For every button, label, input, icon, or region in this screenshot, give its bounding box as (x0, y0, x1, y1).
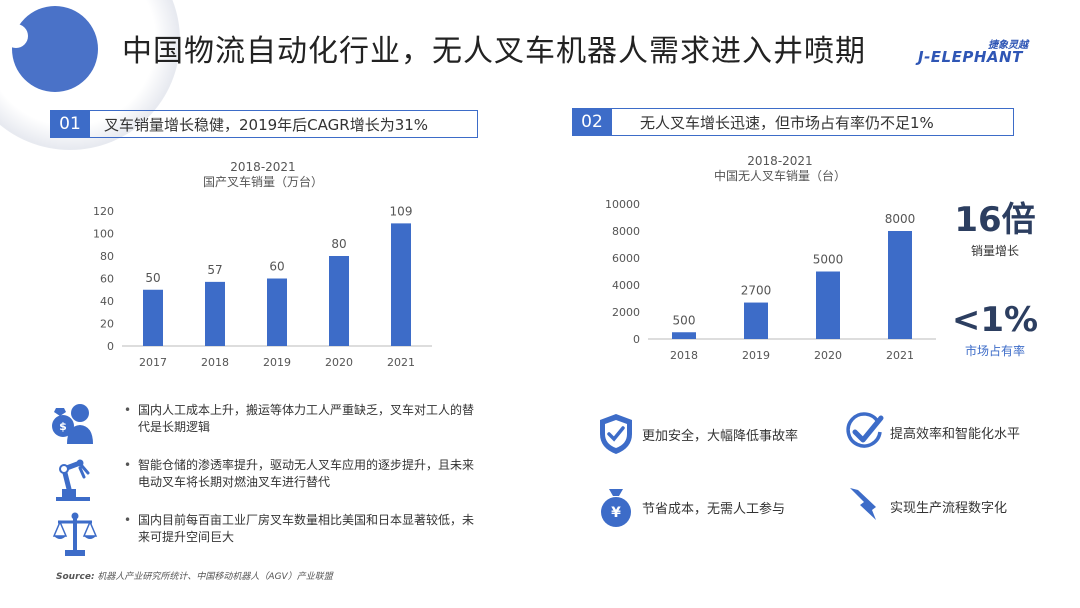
data-label: 8000 (885, 212, 916, 226)
bar (816, 271, 840, 339)
source-label: Source: (56, 572, 95, 582)
feature-safety: 更加安全，大幅降低事故率 (596, 412, 798, 456)
section-2-number: 02 (572, 108, 612, 136)
data-label: 60 (269, 260, 284, 274)
feature-digital: 实现生产流程数字化 (844, 484, 1007, 528)
data-label: 500 (673, 313, 696, 327)
bar (205, 281, 225, 346)
x-tick-label: 2021 (387, 356, 415, 369)
y-tick-label: 2000 (612, 306, 640, 319)
scale-icon (52, 512, 98, 556)
chart-2-title-line1: 2018-2021 (747, 154, 813, 168)
x-tick-label: 2020 (325, 356, 353, 369)
y-tick-label: 80 (100, 250, 114, 263)
growth-label: 销量增长 (970, 244, 1019, 258)
y-tick-label: 0 (107, 340, 114, 353)
x-tick-label: 2019 (263, 356, 291, 369)
svg-text:$: $ (59, 420, 67, 433)
bar (391, 223, 411, 346)
bar (143, 289, 163, 346)
share-value: <1% (951, 300, 1039, 340)
market-share-stat: <1% 市场占有率 (950, 302, 1040, 359)
growth-stat: 16倍 销量增长 (950, 202, 1040, 259)
y-tick-label: 100 (93, 228, 114, 241)
lightning-icon (850, 488, 876, 520)
labor-cost-icon: $ (52, 404, 93, 444)
feature-text-efficiency: 提高效率和智能化水平 (890, 426, 1021, 442)
y-tick-label: 6000 (612, 252, 640, 265)
chart-2-title-line2: 中国无人叉车销量（台） (713, 169, 846, 183)
robot-arm-icon (56, 459, 90, 501)
bullet-text-1: 国内人工成本上升，搬运等体力工人严重缺乏，叉车对工人的替代是长期逻辑 (124, 402, 484, 436)
feature-cost: ¥ 节省成本，无需人工参与 (596, 485, 785, 529)
bar (267, 278, 287, 346)
feature-efficiency: 提高效率和智能化水平 (844, 410, 1020, 454)
chart-1-title: 2018-2021 国产叉车销量（万台） (188, 160, 338, 190)
decorative-dot (4, 24, 28, 48)
share-label: 市场占有率 (964, 344, 1025, 358)
bullet-text-2: 智能仓储的渗透率提升，驱动无人叉车应用的逐步提升，且未来电动叉车将长期对燃油叉车… (124, 457, 484, 491)
brand-logo: 捷象灵越 J-ELEPHANT (918, 36, 1030, 70)
bullet-text-3: 国内目前每百亩工业厂房叉车数量相比美国和日本显著较低，未来可提升空间巨大 (124, 512, 484, 546)
section-1-header: 01 叉车销量增长稳健，2019年后CAGR增长为31% (50, 110, 478, 138)
data-label: 50 (145, 271, 160, 285)
bar (672, 332, 696, 339)
x-tick-label: 2021 (886, 349, 914, 362)
y-tick-label: 0 (633, 333, 640, 346)
y-tick-label: 120 (93, 205, 114, 218)
data-label: 57 (207, 263, 222, 277)
x-tick-label: 2018 (670, 349, 698, 362)
bar (888, 231, 912, 339)
section-1-number: 01 (50, 110, 90, 138)
money-bag-icon: ¥ (601, 489, 631, 527)
y-tick-label: 4000 (612, 279, 640, 292)
logo-cn-text: 捷象灵越 (988, 40, 1028, 51)
bar (329, 256, 349, 346)
y-tick-label: 60 (100, 273, 114, 286)
section-2-heading: 无人叉车增长迅速，但市场占有率仍不足1% (612, 108, 1014, 136)
chart-1-title-line1: 2018-2021 (230, 160, 296, 174)
svg-text:¥: ¥ (611, 505, 621, 521)
chart-1-title-line2: 国产叉车销量（万台） (202, 175, 323, 189)
chart-2-title: 2018-2021 中国无人叉车销量（台） (695, 154, 865, 184)
feature-text-digital: 实现生产流程数字化 (890, 500, 1008, 516)
data-label: 2700 (741, 284, 772, 298)
section-2-header: 02 无人叉车增长迅速，但市场占有率仍不足1% (572, 108, 1014, 136)
bullet-smart-warehouse: 智能仓储的渗透率提升，驱动无人叉车应用的逐步提升，且未来电动叉车将长期对燃油叉车… (50, 455, 490, 505)
chart-2-agv-forklift-sales: 0 2000 4000 6000 8000 10000 500 2018 2700 2019 500… (605, 198, 936, 362)
page-title: 中国物流自动化行业，无人叉车机器人需求进入井喷期 (122, 34, 866, 69)
y-tick-label: 40 (100, 295, 114, 308)
y-tick-label: 8000 (612, 225, 640, 238)
shield-check-icon (600, 414, 632, 454)
data-label: 5000 (813, 253, 844, 267)
bullet-factory-density: 国内目前每百亩工业厂房叉车数量相比美国和日本显著较低，未来可提升空间巨大 (50, 510, 490, 560)
x-tick-label: 2017 (139, 356, 167, 369)
data-label: 109 (390, 204, 413, 218)
bullet-labor-cost: $ 国内人工成本上升，搬运等体力工人严重缺乏，叉车对工人的替代是长期逻辑 (50, 400, 490, 450)
y-tick-label: 20 (100, 318, 114, 331)
bar (744, 302, 768, 339)
check-circle-icon (846, 412, 884, 448)
y-tick-label: 10000 (605, 198, 640, 211)
growth-value: 16倍 (954, 200, 1036, 240)
feature-text-safety: 更加安全，大幅降低事故率 (642, 428, 799, 444)
logo-en-text: J-ELEPHANT (918, 48, 1023, 66)
decorative-circle (12, 6, 98, 92)
x-tick-label: 2018 (201, 356, 229, 369)
x-tick-label: 2019 (742, 349, 770, 362)
chart-1-forklift-sales: 0 20 40 60 80 100 120 50 2017 57 2018 60 2019 80 2020 1… (93, 204, 432, 369)
feature-text-cost: 节省成本，无需人工参与 (642, 501, 786, 517)
source-note: Source: 机器人产业研究所统计、中国移动机器人（AGV）产业联盟 (56, 569, 333, 582)
data-label: 80 (331, 237, 346, 251)
source-text: 机器人产业研究所统计、中国移动机器人（AGV）产业联盟 (94, 572, 333, 582)
x-tick-label: 2020 (814, 349, 842, 362)
section-1-heading: 叉车销量增长稳健，2019年后CAGR增长为31% (90, 110, 478, 138)
